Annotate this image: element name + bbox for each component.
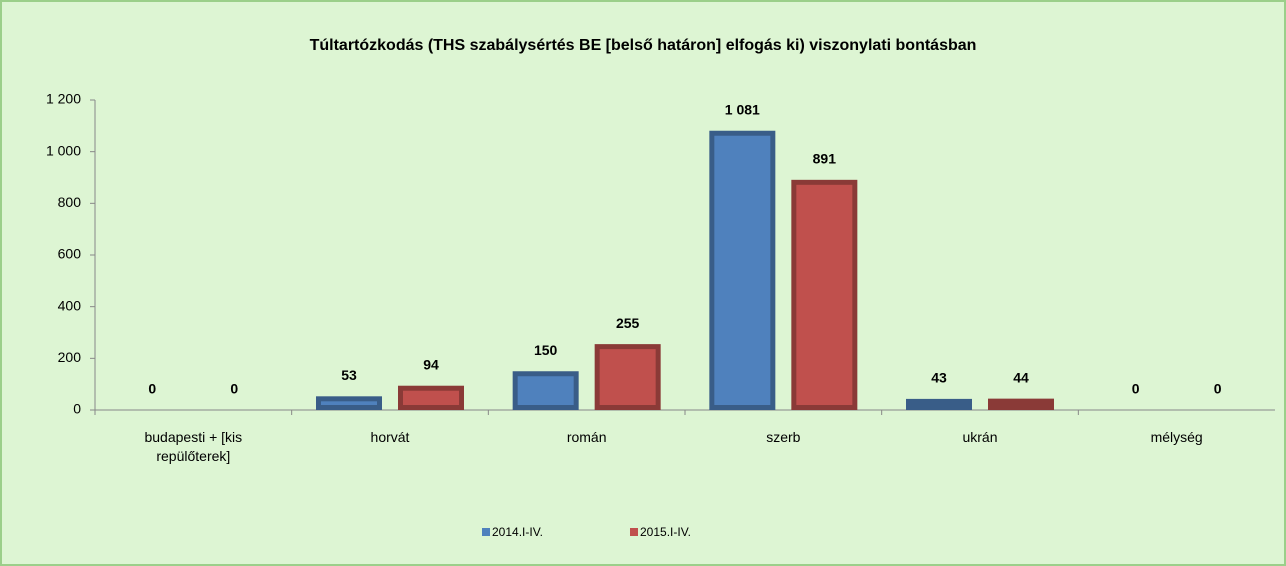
bar xyxy=(988,398,1054,410)
data-label: 1 081 xyxy=(725,101,760,117)
legend-label: 2014.I-IV. xyxy=(492,525,543,539)
data-label: 891 xyxy=(813,151,837,167)
x-tick-label: mélység xyxy=(1150,429,1203,445)
data-label: 94 xyxy=(423,356,439,372)
data-label: 0 xyxy=(230,381,238,397)
legend-label: 2015.I-IV. xyxy=(640,525,691,539)
x-tick-label: román xyxy=(566,429,607,445)
x-tick-label: szerb xyxy=(766,429,801,445)
data-label: 150 xyxy=(534,342,558,358)
legend-swatch xyxy=(482,528,490,536)
data-label: 255 xyxy=(616,315,640,331)
x-tick-label: horvát xyxy=(370,429,410,445)
bar xyxy=(512,371,579,410)
bar xyxy=(398,385,464,410)
bar xyxy=(594,344,661,410)
bar xyxy=(316,396,382,410)
chart-title: Túltartózkodás (THS szabálysértés BE [be… xyxy=(310,37,977,54)
data-label: 0 xyxy=(1132,381,1140,397)
bar xyxy=(709,130,776,410)
bar xyxy=(791,179,858,410)
legend-swatch xyxy=(630,528,638,536)
y-tick-label: 200 xyxy=(58,349,82,365)
y-tick-label: 1 200 xyxy=(46,91,81,107)
data-label: 53 xyxy=(341,367,357,383)
y-tick-label: 600 xyxy=(58,246,82,262)
y-tick-label: 1 000 xyxy=(46,142,81,158)
x-tick-label: budapesti + [kis repülőterek] xyxy=(144,429,243,464)
x-tick-label: ukrán xyxy=(962,429,998,445)
data-label: 0 xyxy=(1214,381,1222,397)
y-tick-label: 0 xyxy=(73,401,81,417)
data-label: 43 xyxy=(931,370,947,386)
y-tick-label: 400 xyxy=(58,297,82,313)
bar xyxy=(906,398,972,410)
data-label: 44 xyxy=(1013,369,1029,385)
data-label: 0 xyxy=(148,381,156,397)
y-tick-label: 800 xyxy=(58,194,82,210)
